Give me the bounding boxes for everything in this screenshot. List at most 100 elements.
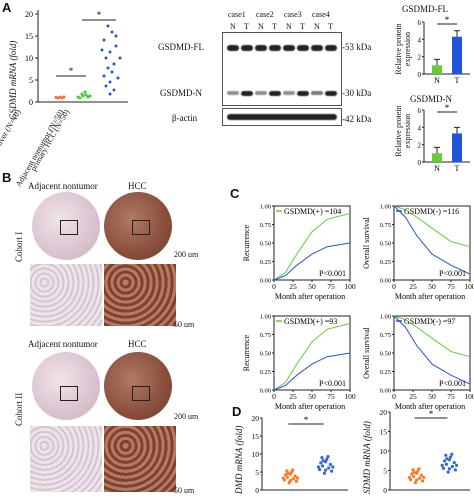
nt-3: T bbox=[272, 22, 277, 31]
d-point-hcc bbox=[325, 457, 329, 461]
km-curve bbox=[393, 205, 471, 248]
d-point-adjacent bbox=[418, 476, 422, 480]
d-point-adjacent bbox=[412, 474, 416, 479]
km-ytick: 0.75 bbox=[260, 332, 271, 339]
d-sig: * bbox=[304, 415, 309, 425]
d-point-hcc bbox=[331, 465, 335, 469]
km-ytick: 1.00 bbox=[260, 204, 271, 211]
panel-a-scatter: 0 5 10 15 20 * * bbox=[25, 10, 128, 107]
d-point-adjacent bbox=[413, 480, 417, 485]
group-label-hcc: primary HCC (N=50) bbox=[28, 108, 72, 173]
d-point-adjacent bbox=[293, 474, 297, 478]
bar-tick-2: 2 bbox=[418, 54, 422, 62]
panel-d-right-scatter: 0 5 10 15 20 * bbox=[380, 408, 470, 495]
bar-chart-fl: 0 2 4 6 N T * bbox=[418, 16, 470, 84]
d-point-hcc bbox=[324, 468, 328, 472]
km-xtick: 75 bbox=[327, 282, 335, 291]
bar-cat-N: N bbox=[434, 164, 440, 172]
km-curve bbox=[273, 212, 351, 281]
d-point-hcc bbox=[322, 471, 326, 475]
zoom-adjacent-1 bbox=[30, 264, 102, 326]
km-ytick: 1.00 bbox=[380, 314, 391, 321]
km-legend: GSDMD(+) =104 bbox=[284, 207, 341, 216]
d-point-hcc bbox=[320, 456, 324, 460]
km-legend: GSDMD(-) =97 bbox=[404, 317, 455, 326]
d-point-hcc bbox=[446, 470, 450, 474]
zoom-hcc-1 bbox=[104, 264, 176, 326]
bar-cat-T: T bbox=[455, 76, 460, 84]
km-curve bbox=[393, 205, 471, 275]
a-ytick-10: 10 bbox=[25, 54, 33, 63]
nt-6: N bbox=[314, 22, 320, 31]
zoom-adjacent-2 bbox=[30, 426, 102, 492]
km-xtick: 100 bbox=[344, 282, 356, 291]
km-ytick: 1.00 bbox=[380, 204, 391, 211]
bar-tick-0: 0 bbox=[418, 159, 422, 167]
scale-50-1: 50 um bbox=[174, 320, 195, 329]
d-point-hcc bbox=[327, 466, 331, 470]
hcc-points bbox=[100, 24, 122, 96]
km-ytick: 0.00 bbox=[380, 388, 391, 395]
d-point-hcc bbox=[330, 469, 334, 473]
bar-N bbox=[432, 153, 442, 162]
km-xtick: 100 bbox=[464, 282, 474, 291]
km-xtick: 50 bbox=[428, 282, 436, 291]
d-point-hcc bbox=[453, 468, 457, 472]
d-point-hcc bbox=[450, 452, 454, 456]
km-ylabel: Overall survival bbox=[362, 326, 371, 379]
d-point-adjacent bbox=[296, 476, 300, 480]
km-ytick: 0.00 bbox=[380, 278, 391, 285]
km-curve bbox=[273, 322, 351, 391]
d-point-adjacent bbox=[288, 478, 292, 483]
d-point-hcc bbox=[447, 458, 451, 462]
d-point-hcc bbox=[455, 463, 459, 468]
km-curve bbox=[273, 242, 351, 281]
km-xtick: 50 bbox=[308, 282, 316, 291]
d-point-hcc bbox=[449, 455, 453, 459]
km-pvalue: P<0.001 bbox=[439, 379, 466, 388]
tma-core-hcc-1 bbox=[104, 192, 172, 260]
d-point-adjacent bbox=[419, 473, 423, 477]
d-point-adjacent bbox=[417, 467, 421, 471]
km-ytick: 0.25 bbox=[260, 369, 271, 376]
km-xtick: 25 bbox=[289, 392, 297, 401]
km-ytick: 0.00 bbox=[260, 388, 271, 395]
tma-core-hcc-2 bbox=[104, 352, 172, 420]
blot-row-n: GSDMD-N bbox=[160, 88, 203, 98]
km-xtick: 25 bbox=[289, 282, 297, 291]
bar-cat-T: T bbox=[455, 164, 460, 172]
d-point-hcc bbox=[321, 459, 325, 463]
d-ytick: 0 bbox=[255, 486, 259, 495]
nt-0: N bbox=[230, 22, 236, 31]
d-point-hcc bbox=[319, 461, 323, 465]
km-xtick: 25 bbox=[409, 392, 417, 401]
km-ytick: 0.50 bbox=[260, 241, 271, 248]
panel-b-letter: B bbox=[2, 170, 12, 185]
km-ytick: 0.25 bbox=[380, 259, 391, 266]
d-point-adjacent bbox=[407, 475, 411, 480]
bar1-title: GSDMD-FL bbox=[402, 4, 449, 14]
d-point-hcc bbox=[326, 455, 330, 459]
bar-tick-4: 4 bbox=[418, 36, 422, 44]
blot-row-actin: β-actin bbox=[172, 113, 198, 123]
km-ytick: 0.75 bbox=[380, 222, 391, 229]
d-point-adjacent bbox=[281, 476, 285, 480]
km-legend: GSDMD(+) =93 bbox=[284, 317, 337, 326]
scale-200-2: 200 um bbox=[174, 412, 199, 421]
d-point-hcc bbox=[324, 460, 328, 464]
d-point-adjacent bbox=[285, 475, 289, 479]
a-ytick-0: 0 bbox=[29, 98, 33, 107]
cohort2-label: Cohort II bbox=[14, 392, 24, 426]
km-ytick: 0.00 bbox=[260, 278, 271, 285]
km-xlabel: Month after operation bbox=[275, 402, 345, 411]
km-ylabel: Overall survival bbox=[362, 216, 371, 269]
a-ytick-5: 5 bbox=[29, 76, 33, 85]
panel-a-letter: A bbox=[2, 0, 12, 15]
d-point-hcc bbox=[444, 453, 448, 457]
km-pvalue: P<0.001 bbox=[319, 269, 346, 278]
blot-membrane-actin bbox=[222, 108, 342, 126]
km-xlabel: Month after operation bbox=[275, 292, 345, 301]
kda-42: -42 kDa bbox=[342, 114, 372, 124]
nt-7: T bbox=[328, 22, 333, 31]
